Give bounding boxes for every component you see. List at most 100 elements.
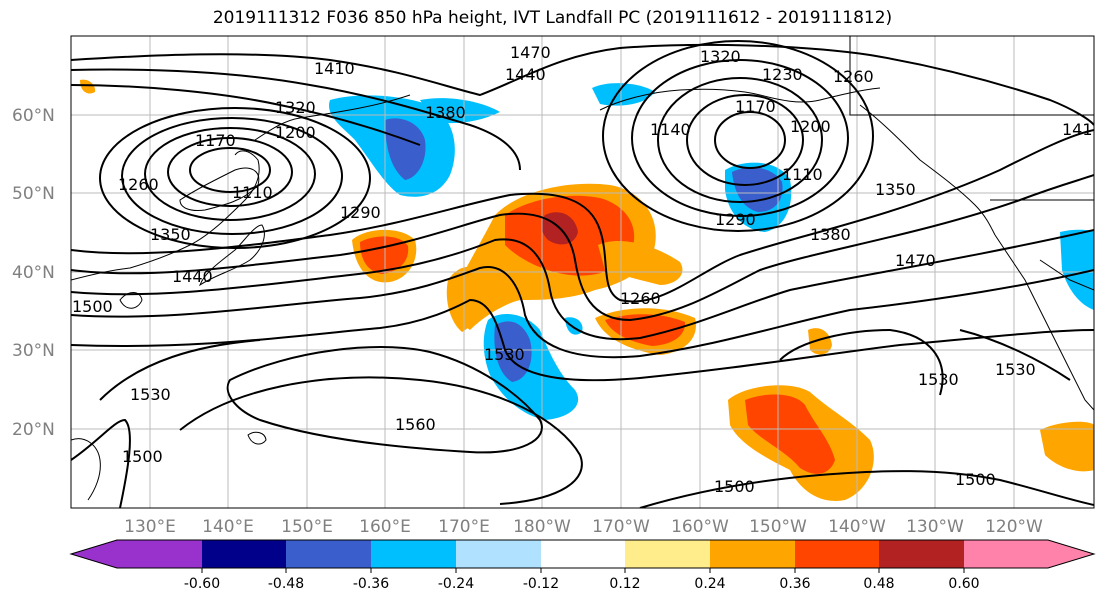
ivt-shading xyxy=(80,79,1094,501)
positive-anomaly-region xyxy=(605,314,686,346)
colorbar-label: -0.48 xyxy=(268,576,304,592)
colorbar-label: -0.36 xyxy=(353,576,389,592)
colorbar-label: 0.24 xyxy=(694,576,725,592)
positive-anomaly-region xyxy=(598,241,683,285)
negative-anomaly-region xyxy=(385,118,426,180)
negative-anomaly-region xyxy=(494,321,532,382)
colorbar-segment xyxy=(286,540,371,568)
map-area: 1470 1410 1440 1320 1230 1260 1380 1320 … xyxy=(71,36,1103,508)
alaska-coastline xyxy=(599,87,881,111)
contour-label: 1380 xyxy=(425,103,466,122)
contour-label: 1440 xyxy=(505,65,546,84)
positive-anomaly-region xyxy=(808,328,832,355)
lat-label: 60°N xyxy=(12,106,55,126)
contour-label: 1410 xyxy=(1062,120,1103,139)
height-contours xyxy=(71,40,1094,508)
contour-label: 1380 xyxy=(810,225,851,244)
colorbar-segment xyxy=(371,540,456,568)
colorbar-segment xyxy=(795,540,879,568)
lon-label: 170°E xyxy=(438,517,490,537)
negative-anomaly-region xyxy=(592,83,655,106)
contour-label: 1200 xyxy=(790,117,831,136)
colorbar: -0.60 -0.48 -0.36 -0.24 -0.12 0.12 0.24 … xyxy=(69,539,1096,592)
nw-america-coastline xyxy=(859,104,996,236)
positive-anomaly-region xyxy=(360,236,409,274)
contour-label: 1410 xyxy=(314,59,355,78)
island-marker xyxy=(247,431,267,445)
contour-label: 1140 xyxy=(650,120,691,139)
colorbar-label: -0.60 xyxy=(184,576,220,592)
contour-label: 1230 xyxy=(762,65,803,84)
contour-label: 1260 xyxy=(118,175,159,194)
colorbar-label: 0.12 xyxy=(609,576,640,592)
lon-label: 160°W xyxy=(671,517,729,537)
lon-label: 180°W xyxy=(513,517,571,537)
contour-label: 1110 xyxy=(782,165,823,184)
negative-anomaly-region xyxy=(732,167,783,212)
contour-label: 1260 xyxy=(620,289,661,308)
graticule xyxy=(71,36,1094,508)
canada-border xyxy=(849,36,1094,116)
contour-label: 1290 xyxy=(715,210,756,229)
colorbar-segment xyxy=(71,540,202,568)
colorbar-label: 0.48 xyxy=(863,576,894,592)
lat-label: 50°N xyxy=(12,184,55,204)
lat-label: 20°N xyxy=(12,420,55,440)
contour-label: 1110 xyxy=(232,183,273,202)
lat-label: 30°N xyxy=(12,341,55,361)
contour-label: 1440 xyxy=(172,267,213,286)
positive-anomaly-region xyxy=(446,266,486,332)
contour-label: 1200 xyxy=(275,123,316,142)
contour-label: 1350 xyxy=(875,180,916,199)
west-coast-coastline xyxy=(994,234,1094,411)
latitude-labels: 60°N 50°N 40°N 30°N 20°N xyxy=(12,106,55,440)
lon-label: 150°W xyxy=(749,517,807,537)
colorbar-ticks xyxy=(201,568,965,573)
contour-label: 1320 xyxy=(700,47,741,66)
lat-label: 40°N xyxy=(12,263,55,283)
colorbar-segment xyxy=(541,540,625,568)
contour-label: 1260 xyxy=(833,67,874,86)
contour-label: 1470 xyxy=(510,43,551,62)
colorbar-segment xyxy=(879,540,964,568)
contour-label: 1500 xyxy=(122,447,163,466)
colorbar-segment xyxy=(625,540,710,568)
lon-label: 160°E xyxy=(359,517,411,537)
colorbar-label: 0.36 xyxy=(779,576,810,592)
contour-label: 1170 xyxy=(195,131,236,150)
contour-label: 1500 xyxy=(72,297,113,316)
lon-label: 170°W xyxy=(592,517,650,537)
contour-label: 1530 xyxy=(484,345,525,364)
state-border xyxy=(1039,259,1094,291)
philippines-coastline xyxy=(71,438,101,501)
asia-coastline xyxy=(71,150,260,281)
lon-label: 150°E xyxy=(281,517,333,537)
contour-label: 1470 xyxy=(895,251,936,270)
contour-label: 1350 xyxy=(150,225,191,244)
positive-anomaly-region xyxy=(745,394,835,474)
colorbar-segment xyxy=(710,540,795,568)
contour-label: 1500 xyxy=(714,477,755,496)
colorbar-label: -0.24 xyxy=(438,576,474,592)
lon-label: 140°E xyxy=(202,517,254,537)
positive-anomaly-region xyxy=(80,79,96,94)
negative-anomaly-region xyxy=(1060,229,1094,310)
lon-label: 130°W xyxy=(906,517,964,537)
positive-anomaly-region xyxy=(1040,421,1094,472)
coastlines xyxy=(71,36,1094,501)
contour-label: 1530 xyxy=(995,360,1036,379)
lon-label: 120°W xyxy=(985,517,1043,537)
colorbar-outline xyxy=(69,539,1096,569)
lon-label: 130°E xyxy=(124,517,176,537)
lon-label: 140°W xyxy=(828,517,886,537)
contour-labels: 1470 1410 1440 1320 1230 1260 1380 1320 … xyxy=(72,43,1103,496)
contour-label: 1500 xyxy=(955,470,996,489)
contour-label: 1530 xyxy=(918,370,959,389)
longitude-labels: 130°E 140°E 150°E 160°E 170°E 180°W 170°… xyxy=(124,517,1043,537)
colorbar-label: -0.12 xyxy=(523,576,559,592)
contour-label: 1560 xyxy=(395,415,436,434)
contour-label: 1290 xyxy=(340,203,381,222)
colorbar-segment xyxy=(456,540,541,568)
map-title: 2019111312 F036 850 hPa height, IVT Land… xyxy=(212,8,893,28)
